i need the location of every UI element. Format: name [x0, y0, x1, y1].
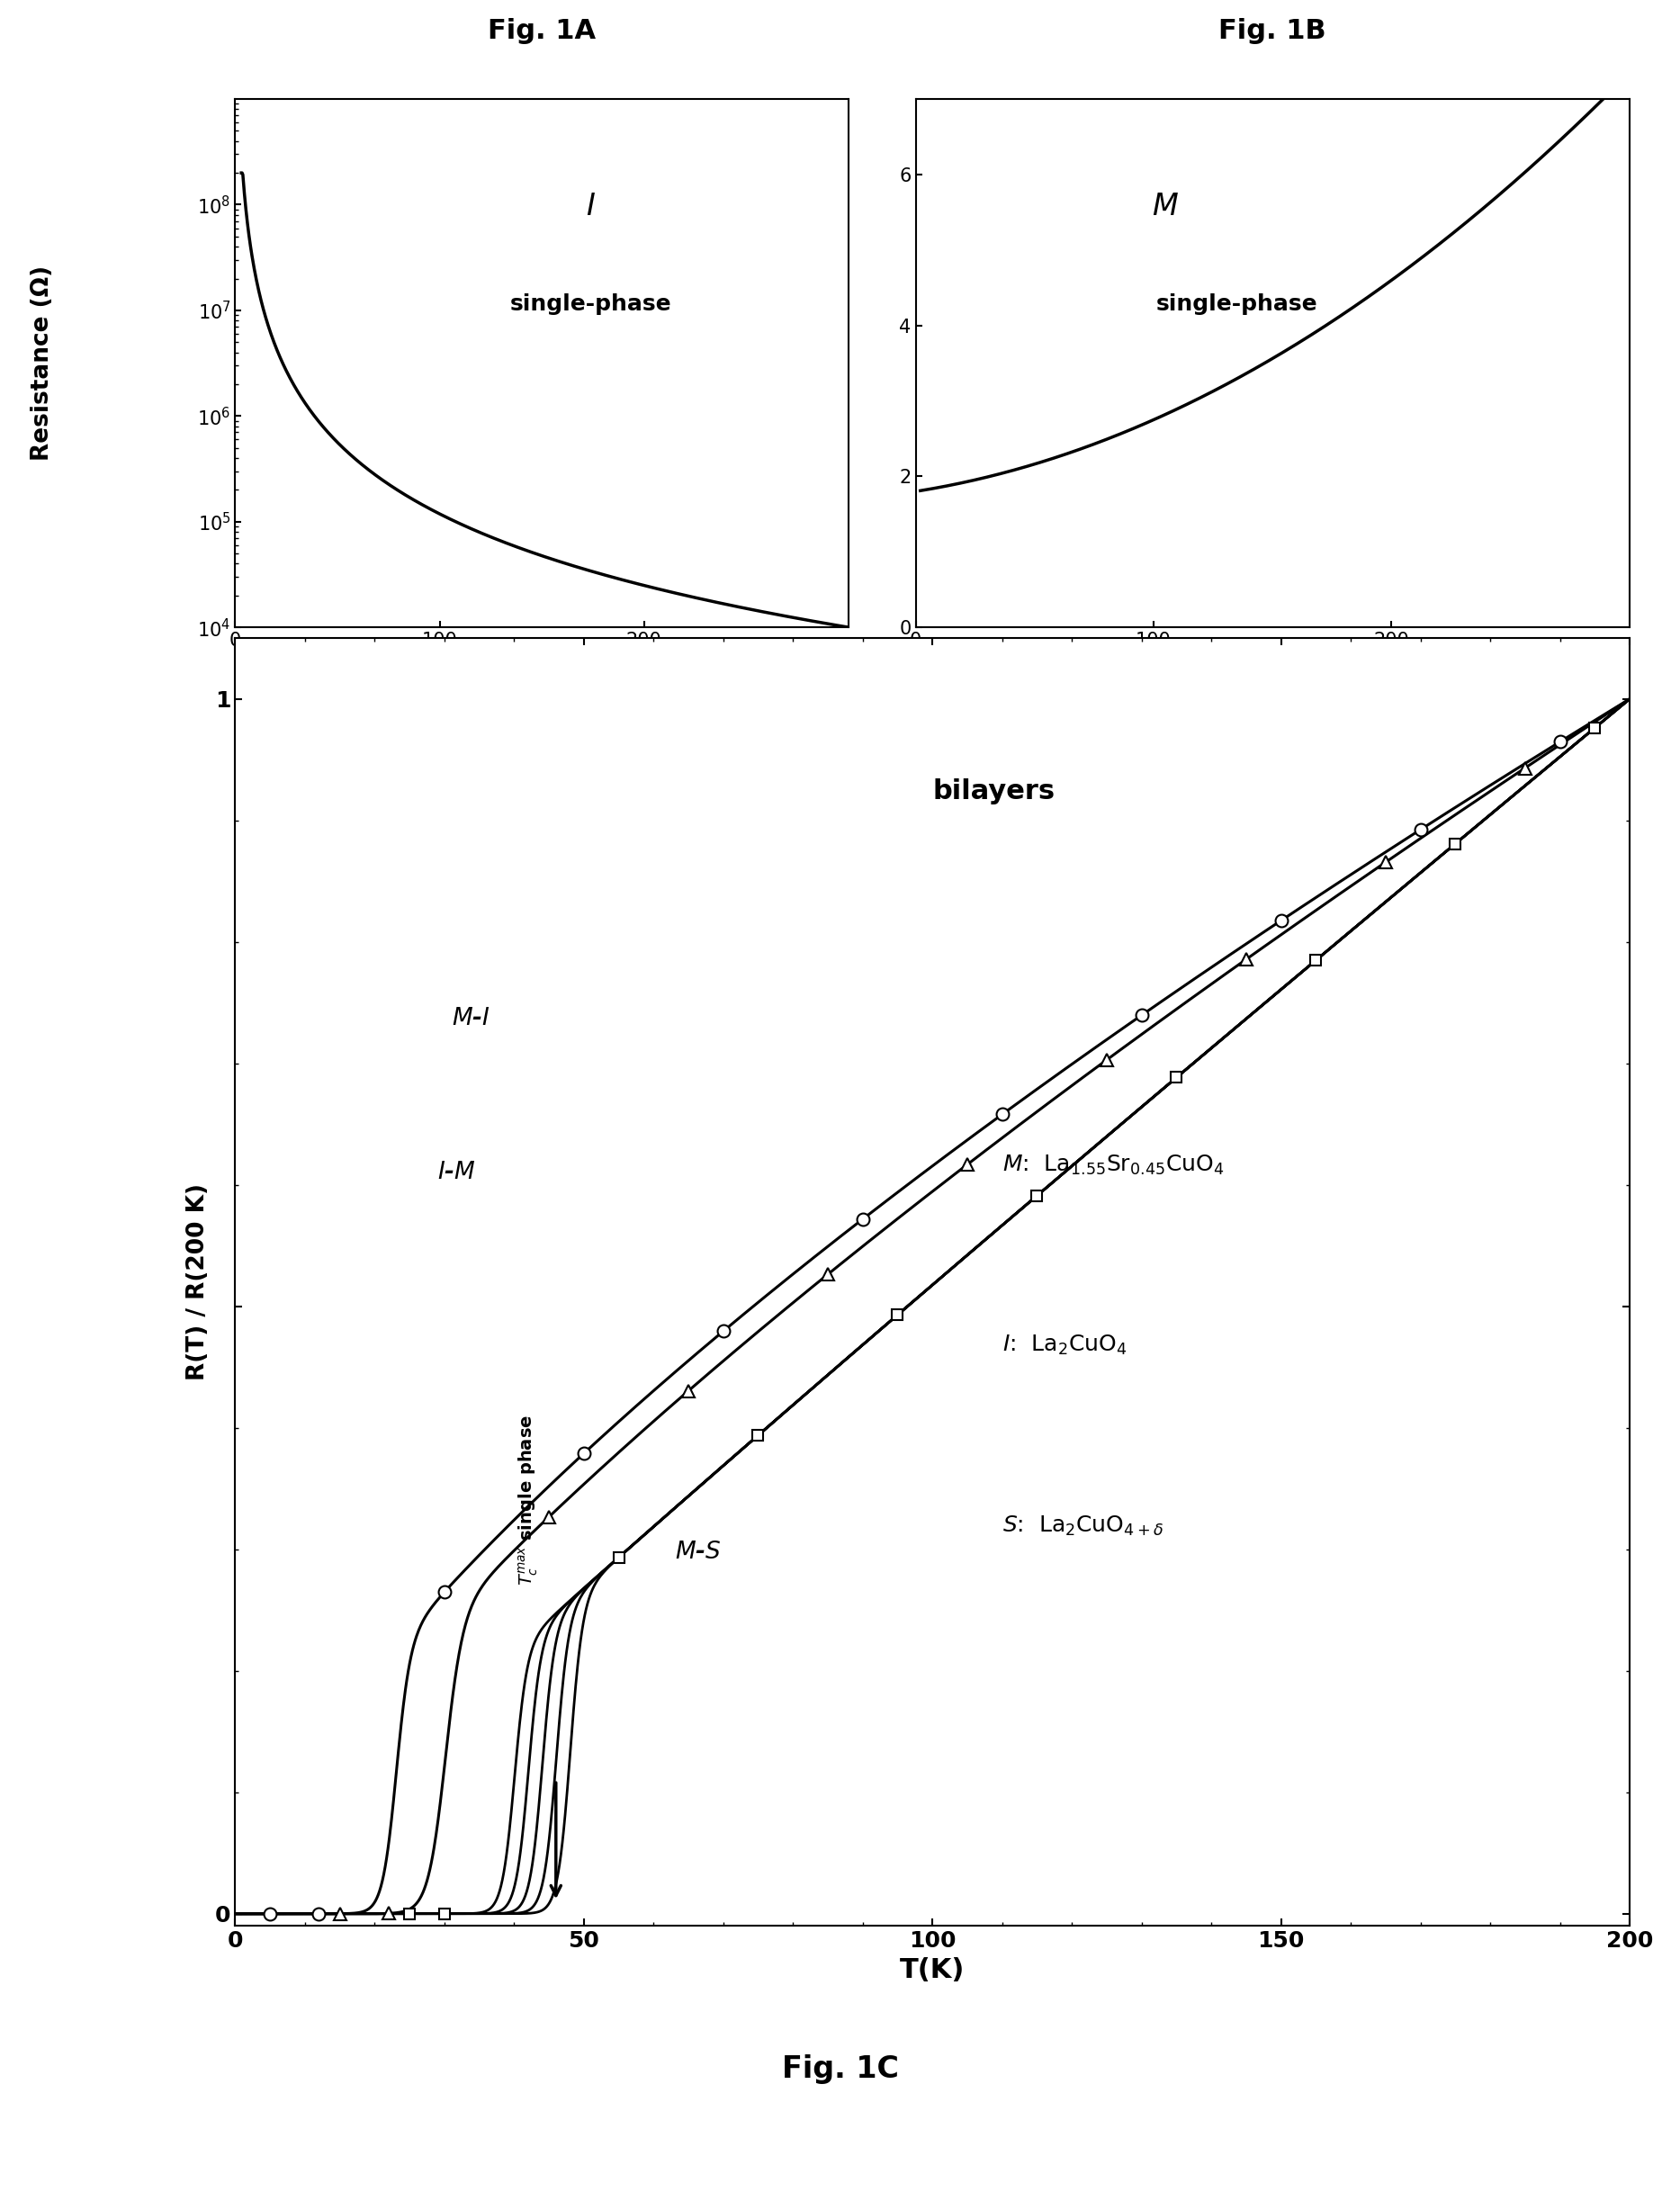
Text: Fig. 1C: Fig. 1C: [781, 2054, 899, 2084]
Text: bilayers: bilayers: [932, 779, 1055, 806]
Text: $T_c^{max}$ single phase: $T_c^{max}$ single phase: [516, 1415, 539, 1585]
Text: $\it{I}$:  La$_2$CuO$_4$: $\it{I}$: La$_2$CuO$_4$: [1003, 1334, 1127, 1358]
Text: Resistance (Ω): Resistance (Ω): [30, 266, 54, 460]
Y-axis label: R(T) / R(200 K): R(T) / R(200 K): [186, 1184, 210, 1380]
Text: Fig. 1B: Fig. 1B: [1218, 18, 1327, 44]
X-axis label: T (K): T (K): [512, 654, 571, 676]
Text: single-phase: single-phase: [1156, 293, 1317, 315]
X-axis label: T(K): T(K): [900, 1957, 964, 1983]
Text: $\it{M}$:  La$_{1.55}$Sr$_{0.45}$CuO$_4$: $\it{M}$: La$_{1.55}$Sr$_{0.45}$CuO$_4$: [1003, 1153, 1223, 1178]
Text: Fig. 1A: Fig. 1A: [487, 18, 596, 44]
X-axis label: T (K): T (K): [1243, 654, 1302, 676]
Text: $\it{I}$: $\it{I}$: [586, 191, 596, 222]
Text: $\it{M}$-$\it{I}$: $\it{M}$-$\it{I}$: [452, 1006, 491, 1030]
Text: $\it{S}$:  La$_2$CuO$_{4+\delta}$: $\it{S}$: La$_2$CuO$_{4+\delta}$: [1003, 1514, 1164, 1538]
Text: single-phase: single-phase: [511, 293, 672, 315]
Text: $\it{M}$-$\it{S}$: $\it{M}$-$\it{S}$: [674, 1541, 721, 1565]
Text: $\it{M}$: $\it{M}$: [1152, 191, 1179, 222]
Text: $\it{I}$-$\it{M}$: $\it{I}$-$\it{M}$: [437, 1162, 475, 1184]
